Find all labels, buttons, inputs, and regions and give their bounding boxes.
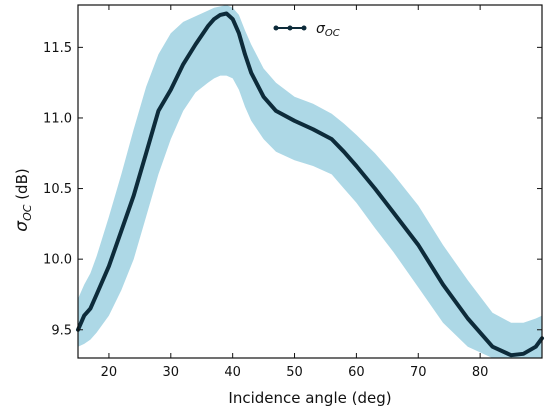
legend-marker-right: [301, 25, 307, 31]
y-tick-label: 10.5: [43, 182, 72, 197]
x-tick-label: 70: [410, 365, 427, 380]
x-tick-label: 20: [101, 365, 118, 380]
legend: σOC: [273, 21, 340, 39]
legend-marker-left: [273, 25, 279, 31]
uncertainty-band: [78, 5, 542, 358]
x-tick-label: 60: [348, 365, 365, 380]
legend-label-subscript: OC: [325, 28, 340, 39]
y-axis-ticks: 9.5 10.0 10.5 11.0 11.5: [43, 41, 542, 338]
legend-label: σOC: [316, 21, 340, 39]
x-tick-label: 50: [286, 365, 303, 380]
sigma-oc-line: [76, 11, 544, 358]
y-axis-title-symbol: σ: [12, 220, 32, 232]
y-tick-label: 10.0: [43, 253, 72, 268]
x-tick-label: 30: [163, 365, 180, 380]
y-tick-label: 9.5: [51, 323, 72, 338]
y-tick-label: 11.5: [43, 41, 72, 56]
legend-label-symbol: σ: [316, 21, 326, 37]
x-tick-label: 40: [224, 365, 241, 380]
y-axis-title: σOC (dB): [12, 168, 34, 231]
y-axis-title-subscript: OC: [21, 204, 34, 221]
legend-marker-center: [287, 25, 293, 31]
x-tick-label: 80: [472, 365, 489, 380]
y-axis-title-unit: (dB): [13, 168, 31, 204]
plot-frame: [77, 4, 543, 359]
x-axis-ticks: 20 30 40 50 60 70 80: [101, 5, 489, 380]
x-axis-title: Incidence angle (deg): [228, 389, 391, 407]
y-tick-label: 11.0: [43, 111, 72, 126]
